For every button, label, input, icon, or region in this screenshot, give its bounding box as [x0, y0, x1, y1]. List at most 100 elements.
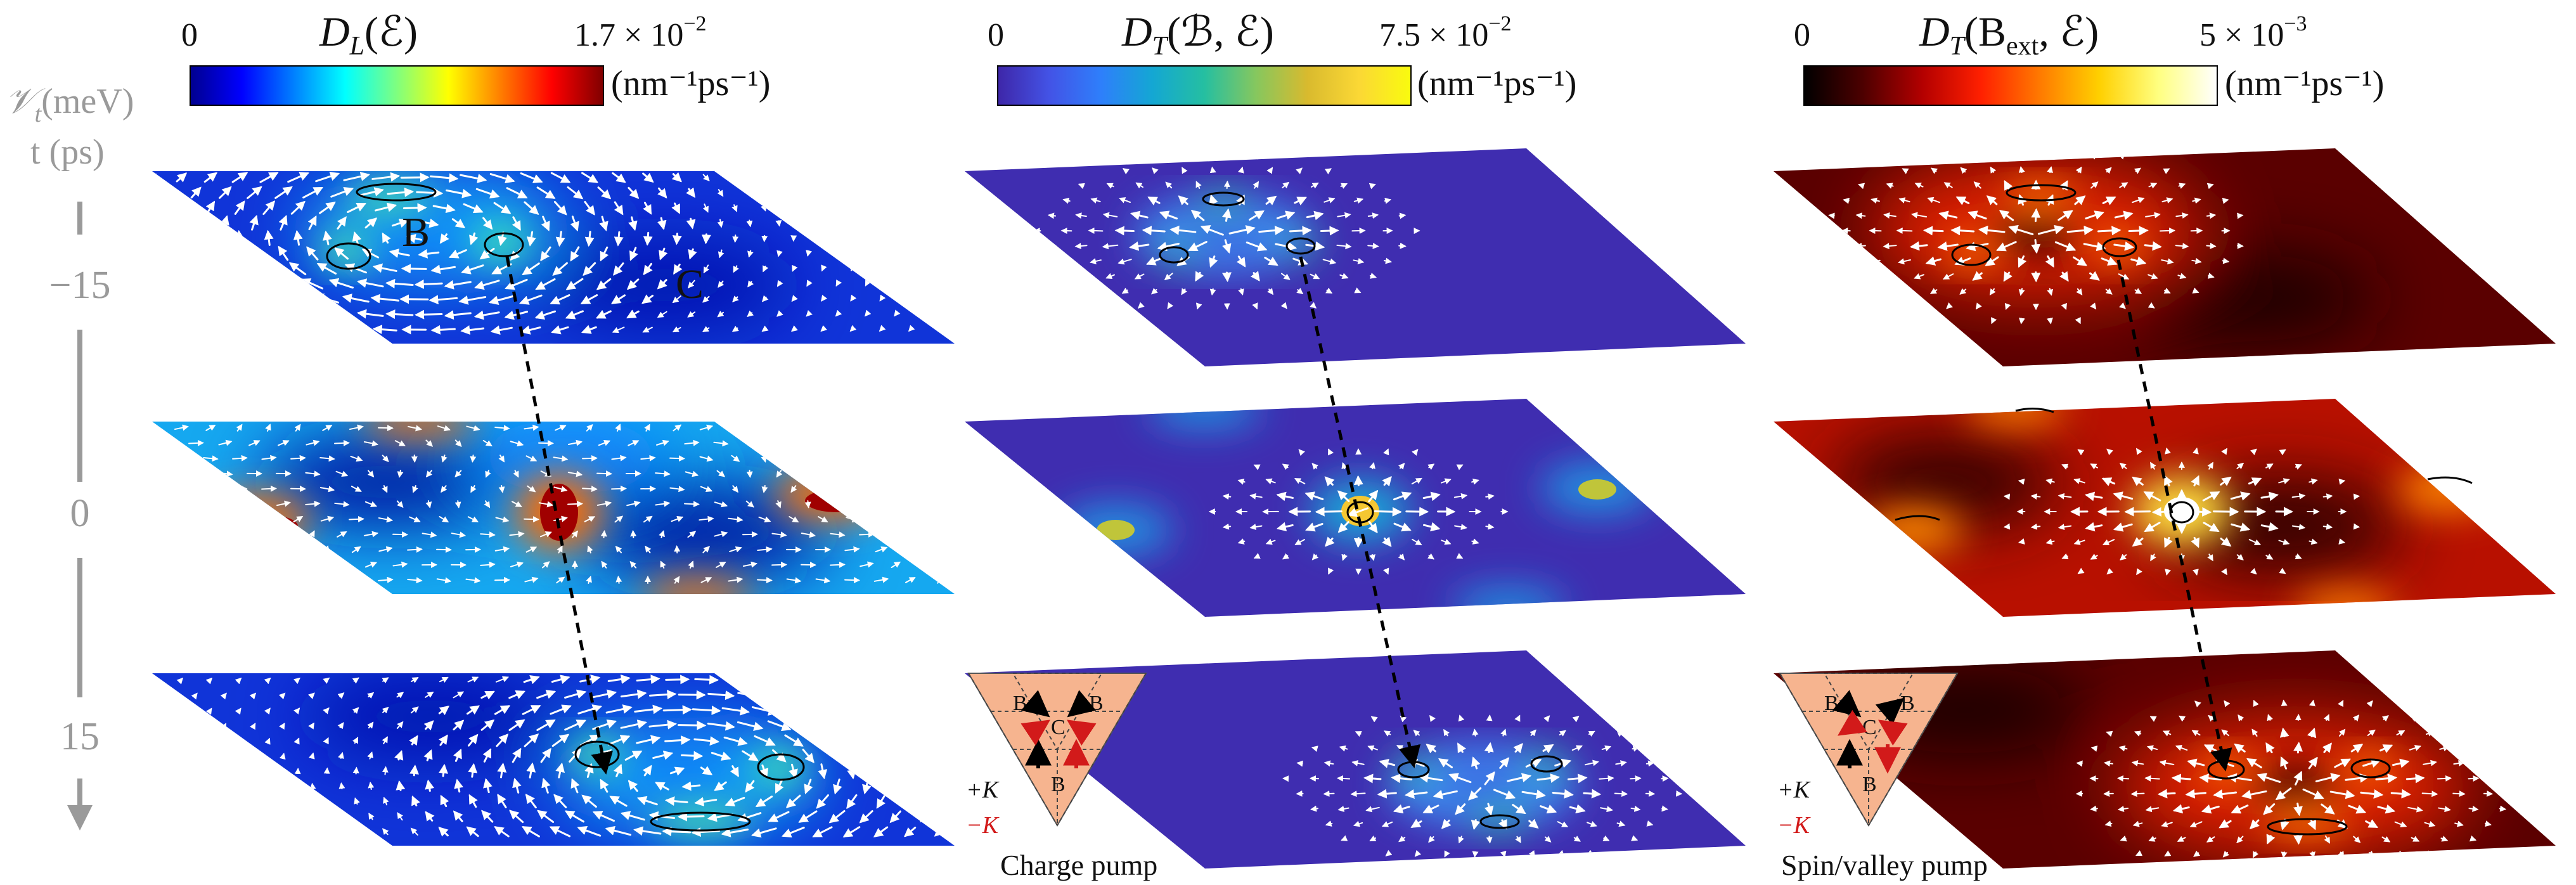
field-arrow [877, 485, 885, 493]
field-arrow [555, 425, 567, 431]
field-arrow [797, 720, 820, 731]
field-arrow [905, 676, 916, 683]
pump-node-b-bottom: B [1051, 773, 1066, 796]
field-arrow [1145, 256, 1162, 266]
field-arrow [1152, 167, 1159, 174]
field-arrow [1393, 522, 1412, 532]
field-arrow [1422, 491, 1441, 501]
field-arrow [551, 733, 570, 747]
field-arrow [470, 485, 477, 493]
field-arrow [368, 812, 375, 820]
field-arrow [396, 721, 404, 729]
field-arrow [643, 202, 652, 215]
field-arrow [221, 245, 230, 261]
field-arrow [300, 309, 324, 318]
field-arrow [152, 576, 160, 583]
field-arrow [850, 294, 857, 302]
field-arrow [337, 692, 345, 699]
field-arrow [1298, 449, 1305, 456]
field-arrow [536, 690, 557, 699]
axis-tick-15: 15 [60, 715, 100, 758]
field-arrow [903, 827, 917, 837]
field-arrow [2171, 773, 2191, 784]
field-arrow [337, 216, 347, 229]
field-arrow [526, 231, 536, 247]
field-arrow [473, 310, 500, 320]
field-arrow [745, 189, 752, 197]
field-arrow [152, 677, 154, 685]
field-arrow [1339, 745, 1348, 752]
field-arrow [699, 424, 714, 431]
field-arrow [782, 705, 806, 716]
field-arrow [1337, 806, 1349, 812]
field-arrow [607, 675, 631, 684]
field-arrow [458, 295, 487, 305]
pump-node-b-right-spin: B [1900, 692, 1915, 715]
field-arrow [1164, 273, 1173, 280]
field-arrow [612, 172, 626, 183]
field-arrow [936, 796, 945, 808]
field-arrow [1369, 554, 1375, 561]
field-arrow [845, 733, 860, 748]
field-arrow [308, 752, 315, 759]
field-arrow [601, 560, 608, 569]
field-arrow [919, 720, 931, 731]
field-arrow [599, 216, 609, 231]
field-arrow [1559, 730, 1566, 737]
field-arrow [295, 798, 302, 806]
field-arrow [1157, 242, 1180, 252]
legend-plus-k: +K [966, 777, 1000, 803]
field-arrow [863, 219, 870, 226]
field-arrow [755, 795, 773, 808]
field-arrow [1567, 773, 1588, 784]
field-arrow [891, 779, 901, 794]
field-arrow [1093, 287, 1100, 294]
colorbar-units-dtbext: (nm⁻¹ps⁻¹) [2225, 64, 2384, 103]
field-arrow [553, 455, 569, 462]
field-arrow [1121, 287, 1129, 294]
field-arrow [387, 187, 415, 197]
field-arrow [2158, 789, 2176, 799]
field-arrow [249, 723, 256, 730]
field-arrow [818, 172, 825, 181]
panel-title-args-dtb: (ℬ, ℰ) [1167, 9, 1274, 55]
field-arrow [349, 515, 364, 522]
field-arrow [510, 440, 524, 447]
field-arrow [595, 310, 612, 319]
field-arrow [889, 531, 903, 538]
field-arrow [1353, 537, 1363, 548]
slice-dtbext-t-minus15 [1774, 148, 2556, 366]
field-arrow [628, 186, 640, 199]
field-arrow [1901, 287, 1909, 294]
field-arrow [640, 455, 656, 462]
field-arrow [425, 692, 434, 698]
field-arrow [296, 829, 302, 836]
field-arrow [541, 777, 551, 794]
field-arrow [288, 262, 307, 276]
field-arrow [1368, 520, 1378, 534]
field-arrow [721, 828, 749, 837]
field-arrow [610, 294, 626, 304]
field-arrow [592, 811, 615, 822]
field-arrow [1075, 212, 1087, 219]
field-arrow [307, 215, 317, 231]
field-arrow [1340, 183, 1348, 189]
field-arrow [308, 692, 315, 699]
field-arrow [177, 262, 186, 275]
field-arrow [245, 309, 263, 319]
field-arrow [717, 189, 724, 197]
field-arrow [453, 720, 465, 731]
field-arrow [1200, 225, 1224, 236]
field-arrow [152, 738, 154, 746]
field-arrow [165, 814, 171, 822]
field-arrow [757, 425, 773, 432]
field-arrow [261, 261, 276, 276]
field-arrow [820, 325, 828, 332]
field-arrow [1571, 745, 1583, 751]
field-arrow [367, 751, 373, 759]
field-arrow [626, 309, 640, 319]
field-arrow [873, 705, 889, 715]
field-arrow [587, 545, 593, 553]
field-arrow [775, 439, 783, 447]
field-arrow [512, 747, 522, 763]
